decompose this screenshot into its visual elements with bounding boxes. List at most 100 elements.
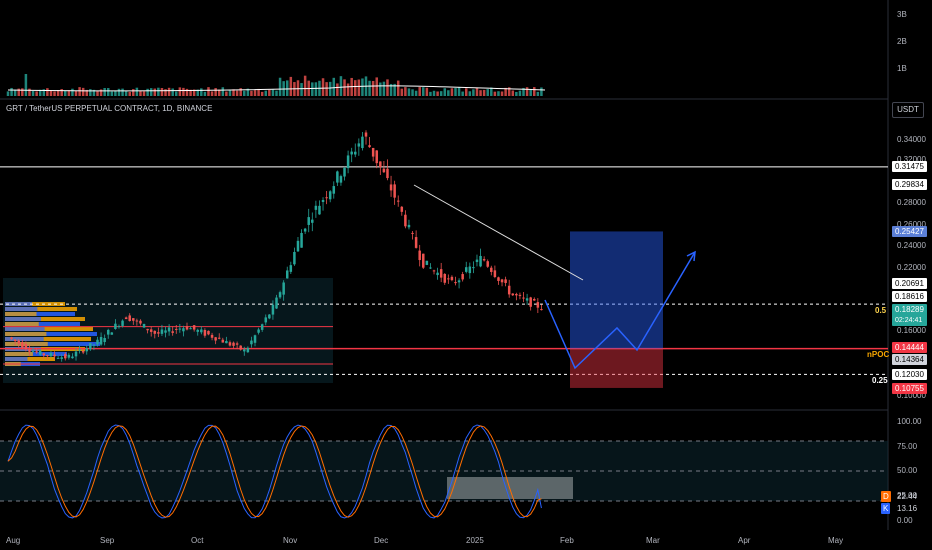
candle-body <box>486 261 489 267</box>
candle-body <box>275 297 278 309</box>
volume-bar <box>386 79 389 96</box>
candle-body <box>307 217 310 225</box>
candle-body <box>192 325 196 330</box>
volume-bar <box>182 87 185 96</box>
candle-body <box>411 232 414 234</box>
volume-bar <box>461 91 464 96</box>
volume-bar <box>454 87 457 96</box>
volume-bar <box>278 77 282 96</box>
volume-profile-bar <box>5 312 75 316</box>
time-tick: Oct <box>191 536 204 545</box>
volume-bar <box>6 91 10 96</box>
volume-profile-bar <box>5 312 37 316</box>
candle-body <box>28 349 31 352</box>
volume-bar <box>71 88 74 96</box>
volume-bar <box>146 88 149 96</box>
candle-body <box>450 276 454 281</box>
candle-body <box>332 186 336 194</box>
candle-body <box>42 353 46 356</box>
candle-body <box>239 345 242 350</box>
candle-body <box>328 191 332 200</box>
volume-bar <box>24 74 28 96</box>
volume-bar <box>10 87 13 96</box>
volume-profile-bar <box>5 352 33 356</box>
candle-body <box>540 309 543 311</box>
volume-bar <box>515 91 518 96</box>
time-tick: 2025 <box>466 536 484 545</box>
stoch-value: 22.44 <box>897 492 918 501</box>
candle-body <box>81 351 85 353</box>
candle-body <box>536 302 540 308</box>
volume-bar <box>400 88 404 96</box>
candle-body <box>142 324 146 328</box>
candle-body <box>21 342 24 348</box>
volume-bar <box>268 89 271 96</box>
volume-bar <box>160 88 164 96</box>
volume-bar <box>529 89 532 96</box>
volume-bar <box>89 89 92 96</box>
volume-bar <box>389 83 393 96</box>
price-label: 0.20691 <box>892 278 927 289</box>
candle-body <box>46 355 49 357</box>
candle-body <box>318 205 321 215</box>
volume-bar <box>321 78 325 96</box>
price-label: 0.12030 <box>892 369 927 380</box>
stoch-tick: 25.00 <box>897 491 918 500</box>
candle-body <box>472 267 475 269</box>
volume-bar <box>35 91 38 96</box>
volume-profile-bar <box>5 332 47 336</box>
volume-bar <box>457 87 461 96</box>
volume-bar <box>185 88 189 96</box>
volume-bar <box>343 79 346 96</box>
volume-bar <box>407 88 411 96</box>
forecast-path <box>544 251 696 370</box>
volume-bar <box>171 88 174 96</box>
candle-body <box>135 320 139 322</box>
volume-bar <box>396 80 400 96</box>
volume-bar <box>354 80 357 96</box>
volume-bar <box>511 90 515 96</box>
volume-bar <box>346 83 350 96</box>
volume-bar <box>225 91 228 96</box>
volume-bar <box>439 91 443 96</box>
volume-bar <box>339 76 343 96</box>
currency-button[interactable]: USDT <box>892 102 924 118</box>
volume-bar <box>85 89 89 96</box>
countdown-label: 02:24:41 <box>895 317 923 324</box>
volume-bar <box>314 82 318 96</box>
candle-body <box>246 347 250 353</box>
candle-body <box>182 328 185 332</box>
volume-ma-line <box>7 85 546 92</box>
volume-bar <box>124 91 128 96</box>
candle-body <box>522 297 525 299</box>
candle-body <box>24 343 28 350</box>
volume-bar <box>368 80 371 96</box>
volume-profile-bar <box>5 357 55 361</box>
candle-body <box>207 330 210 335</box>
candle-body <box>196 329 199 332</box>
candle-body <box>507 285 511 295</box>
volume-profile-bar <box>5 327 93 331</box>
volume-bar <box>243 90 246 96</box>
candle-body <box>60 357 63 359</box>
candle-body <box>354 151 357 155</box>
volume-bar <box>192 89 196 96</box>
candle-body <box>493 270 497 277</box>
volume-bar <box>178 87 182 96</box>
candle-body <box>99 336 103 345</box>
candle-body <box>533 299 536 301</box>
time-tick: Dec <box>374 536 389 545</box>
candle-body <box>124 317 128 320</box>
volume-bar <box>490 87 493 96</box>
candle-body <box>457 280 461 283</box>
volume-bar <box>486 89 489 96</box>
volume-bar <box>114 90 117 96</box>
candle-body <box>511 293 515 296</box>
volume-profile-bar <box>5 332 97 336</box>
volume-bar <box>336 83 339 96</box>
candle-body <box>289 265 293 272</box>
stoch-tick: 50.00 <box>897 466 918 475</box>
stoch-k-line <box>7 424 542 519</box>
